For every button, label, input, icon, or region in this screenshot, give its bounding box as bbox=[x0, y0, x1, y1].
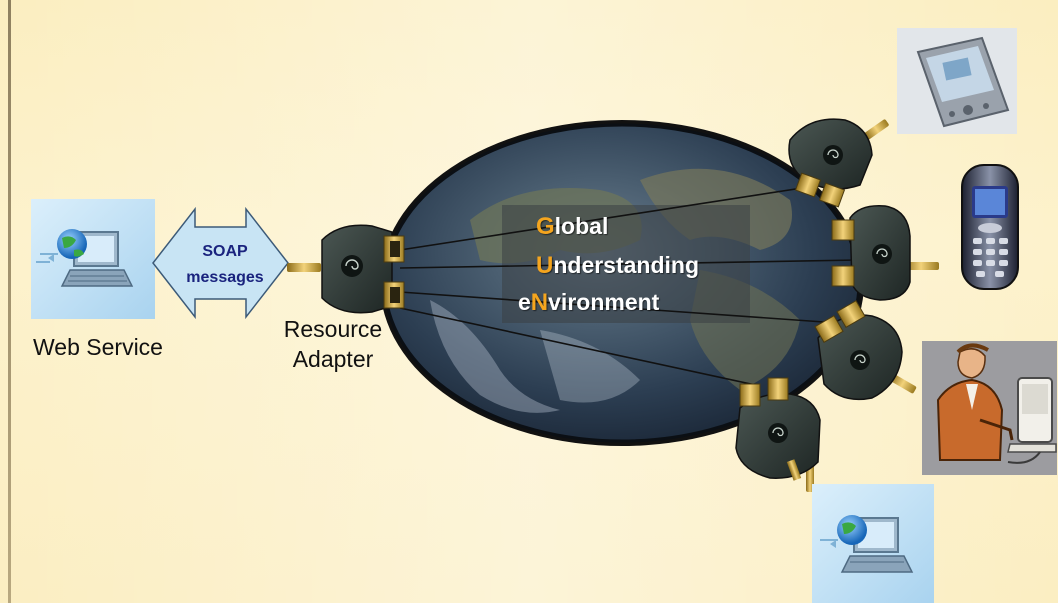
acronym-rest-environment: vironment bbox=[548, 289, 660, 315]
acronym-line-environment: eNvironment bbox=[518, 289, 659, 317]
device-adapter-plug-2 bbox=[831, 205, 939, 301]
device-web-service-computer-icon bbox=[812, 484, 934, 603]
acronym-initial-g: G bbox=[536, 213, 555, 240]
resource-adapter-label-line1: Resource bbox=[283, 316, 383, 342]
mobile-phone-icon bbox=[961, 164, 1019, 290]
person-at-computer-icon bbox=[922, 341, 1057, 475]
acronym-pre-environment: e bbox=[518, 289, 531, 315]
device-adapter-plug-4 bbox=[735, 377, 821, 492]
web-service-computer-icon bbox=[31, 199, 155, 319]
resource-adapter-plug bbox=[287, 224, 405, 314]
acronym-initial-n: N bbox=[530, 289, 549, 316]
device-adapter-plug-1 bbox=[788, 118, 889, 208]
adapter-cables bbox=[399, 185, 859, 387]
acronym-rest-understanding: nderstanding bbox=[553, 252, 700, 278]
acronym-rest-global: lobal bbox=[554, 213, 609, 239]
slide-edge-line bbox=[8, 0, 11, 603]
acronym-line-global: Global bbox=[536, 213, 608, 241]
device-adapter-plug-3 bbox=[814, 300, 917, 401]
acronym-line-understanding: Understanding bbox=[536, 252, 699, 280]
acronym-initial-u: U bbox=[536, 252, 554, 279]
soap-label-line1: SOAP bbox=[202, 243, 248, 260]
web-service-label: Web Service bbox=[33, 334, 163, 360]
resource-adapter-label-line2: Adapter bbox=[292, 346, 374, 372]
pda-icon bbox=[897, 28, 1017, 134]
soap-label-line2: messages bbox=[186, 269, 264, 286]
soap-messages-arrow bbox=[152, 206, 289, 320]
